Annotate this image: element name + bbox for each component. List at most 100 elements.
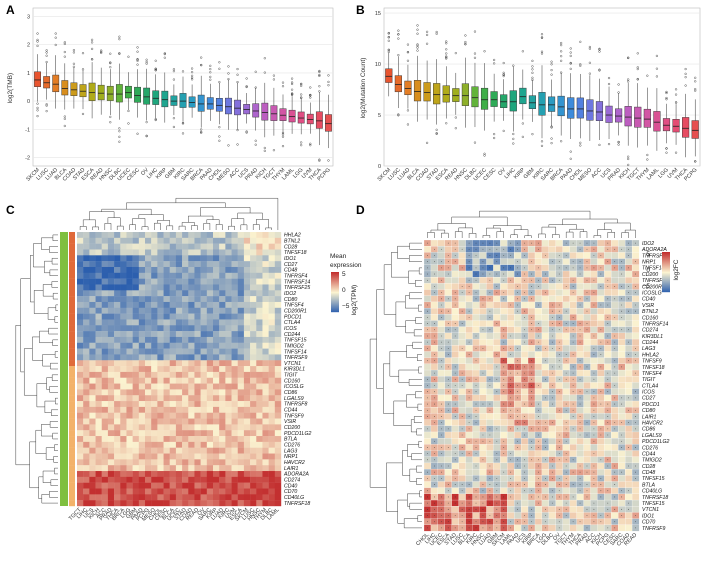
significance-dot xyxy=(524,490,525,492)
legend-gradient-step xyxy=(662,275,670,277)
significance-dot xyxy=(565,354,567,355)
heatmap-cell xyxy=(231,476,238,483)
gene-label: TIGIT xyxy=(642,377,656,383)
legend-gradient-step xyxy=(331,290,339,292)
heatmap-cell xyxy=(182,336,189,343)
ytick-label: 1 xyxy=(27,71,30,77)
significance-dot xyxy=(524,527,525,529)
heatmap-cell xyxy=(479,376,487,383)
heatmap-cell xyxy=(555,239,564,247)
significance-dot xyxy=(614,385,616,386)
heatmap-cell xyxy=(590,314,598,321)
heatmap-cell xyxy=(583,407,591,414)
heatmap-cell xyxy=(151,232,158,239)
heatmap-cell xyxy=(194,494,201,501)
outlier-point xyxy=(36,38,39,41)
significance-dot xyxy=(524,255,525,256)
outlier-point xyxy=(281,81,285,84)
heatmap-cell xyxy=(472,301,480,309)
heatmap-cell xyxy=(213,430,220,437)
heatmap-cell xyxy=(163,412,170,419)
heatmap-cell xyxy=(576,351,584,358)
significance-dot xyxy=(468,515,470,516)
heatmap-cell xyxy=(151,360,158,367)
significance-dot xyxy=(586,527,588,529)
outlier-point xyxy=(290,82,294,86)
heatmap-cell xyxy=(95,261,102,268)
heatmap-cell xyxy=(486,419,494,427)
significance-dot xyxy=(496,323,498,324)
dendrogram-branch xyxy=(41,494,58,504)
heatmap-cell xyxy=(175,278,183,285)
heatmap-cell xyxy=(256,296,263,303)
heatmap-cell xyxy=(472,394,480,402)
heatmap-cell xyxy=(89,412,96,419)
legend-gradient-step xyxy=(662,265,670,267)
box xyxy=(433,83,441,105)
significance-dot xyxy=(593,279,595,281)
significance-dot xyxy=(572,329,574,331)
heatmap-cell xyxy=(569,252,577,259)
heatmap-cell xyxy=(590,363,598,371)
significance-dot xyxy=(558,316,560,318)
heatmap-cell xyxy=(548,518,557,526)
heatmap-cell xyxy=(157,307,164,314)
heatmap-cell xyxy=(541,295,550,303)
significance-dot xyxy=(593,248,595,250)
heatmap-cell xyxy=(219,441,226,448)
significance-dot xyxy=(524,316,525,318)
significance-dot xyxy=(489,378,491,380)
significance-dot xyxy=(510,385,512,386)
heatmap-cell xyxy=(500,431,508,439)
legend-gradient-step xyxy=(662,271,670,273)
heatmap-cell xyxy=(132,430,140,437)
significance-dot xyxy=(447,502,449,504)
heatmap-cell xyxy=(213,418,220,425)
heatmap-cell xyxy=(465,468,473,476)
heatmap-cell xyxy=(500,413,508,420)
heatmap-cell xyxy=(262,383,269,390)
ytick-label: 15 xyxy=(375,11,381,17)
outlier-point xyxy=(406,123,410,126)
significance-dot xyxy=(434,508,435,510)
heatmap-cell xyxy=(500,487,508,495)
heatmap-cell xyxy=(479,351,487,358)
significance-dot xyxy=(551,477,553,479)
heatmap-cell xyxy=(243,272,251,279)
heatmap-cell xyxy=(157,447,164,454)
heatmap-cell xyxy=(77,389,84,396)
significance-dot xyxy=(461,447,463,448)
box xyxy=(480,87,489,110)
annotation-cell xyxy=(69,488,75,495)
heatmap-cell xyxy=(163,441,170,448)
heatmap-cell xyxy=(437,487,446,495)
heatmap-cell xyxy=(231,389,238,396)
outlier-point xyxy=(598,69,601,72)
heatmap-cell xyxy=(107,336,115,343)
outlier-point xyxy=(684,67,687,71)
heatmap-cell xyxy=(114,261,121,268)
significance-dot xyxy=(593,440,595,442)
heatmap-cell xyxy=(101,371,109,378)
heatmap-cell xyxy=(151,354,158,361)
box xyxy=(79,84,87,98)
significance-dot xyxy=(572,378,574,380)
heatmap-cell xyxy=(618,388,626,396)
heatmap-cell xyxy=(206,389,214,396)
heatmap-cell xyxy=(562,524,570,532)
heatmap-cell xyxy=(514,431,522,439)
annotation-cell xyxy=(69,401,75,408)
heatmap-cell xyxy=(194,389,201,396)
significance-dot xyxy=(427,391,428,393)
heatmap-cell xyxy=(231,500,238,507)
significance-dot xyxy=(510,496,512,498)
heatmap-cell xyxy=(576,524,584,532)
significance-dot xyxy=(565,515,567,516)
heatmap-cell xyxy=(520,450,529,458)
heatmap-cell xyxy=(107,377,115,384)
significance-dot xyxy=(503,329,505,331)
heatmap-cell xyxy=(169,266,177,274)
heatmap-cell xyxy=(83,290,90,297)
heatmap-cell xyxy=(527,413,536,420)
heatmap-cell xyxy=(225,371,232,378)
